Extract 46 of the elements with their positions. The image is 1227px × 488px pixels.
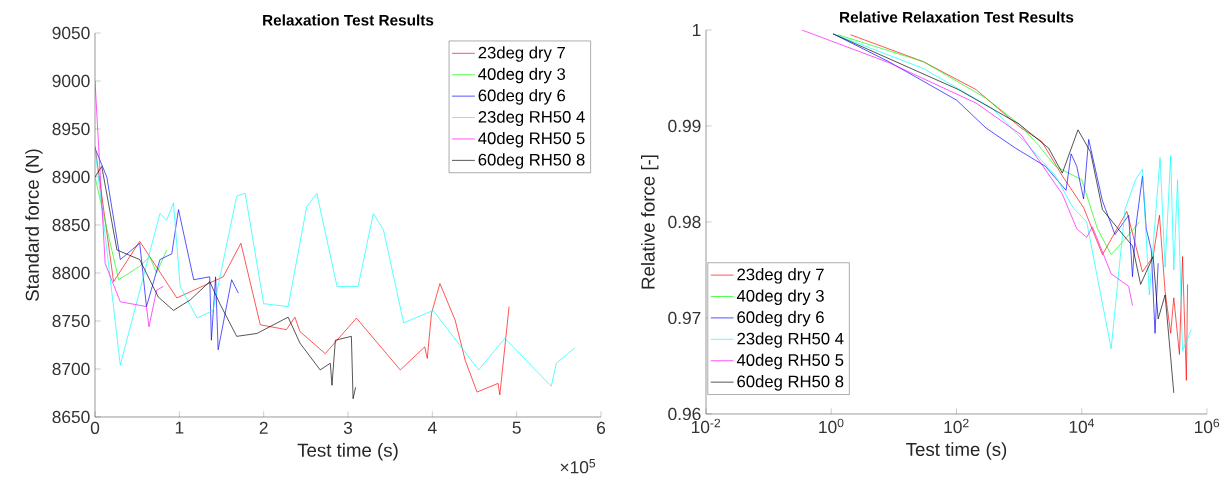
y-tick-label: 8950: [52, 122, 90, 136]
legend-label: 40deg RH50 5: [478, 131, 585, 148]
x-tick-label: 10$^{0}$: [819, 418, 844, 434]
legend-label: 23deg dry 7: [737, 268, 824, 284]
chart-title: Relative Relaxation Test Results: [840, 11, 1074, 23]
legend-label: 60deg dry 6: [478, 89, 566, 105]
x-tick-label: 10$^{6}$: [1194, 418, 1220, 434]
x-axis-title: Test time (s): [906, 442, 1007, 460]
line-series: [95, 147, 239, 351]
chart-title: Relaxation Test Results: [263, 14, 434, 26]
x-tick-label: 2: [259, 421, 268, 434]
y-tick-label: 9050: [52, 26, 90, 40]
legend-label: 60deg RH50 8: [737, 375, 844, 391]
legend-label: 40deg RH50 5: [736, 353, 844, 370]
y-tick-label: 8850: [52, 218, 90, 232]
y-tick-label: 0.98: [668, 215, 701, 229]
x-tick-label: 6: [597, 421, 606, 434]
x-tick-label: 10$^{4}$: [1069, 418, 1095, 434]
text: ×10$^{5}$: [560, 459, 596, 474]
y-tick-label: 0.99: [668, 119, 701, 133]
x-tick-label: 10$^{2}$: [944, 418, 969, 434]
y-tick-label: 8650: [52, 410, 90, 424]
y-tick-label: 8900: [52, 170, 90, 184]
y-tick-label: 0.96: [668, 407, 701, 421]
y-tick-label: 8800: [52, 266, 90, 280]
legend-label: 60deg dry 6: [737, 310, 824, 327]
x-tick-label: 3: [343, 421, 353, 434]
y-tick-label: 0.97: [668, 311, 701, 325]
y-tick-label: 1: [692, 24, 701, 36]
y-tick-label: 8700: [52, 362, 90, 376]
x-tick-label: 4: [427, 421, 437, 434]
y-axis-title: Standard force (N): [25, 149, 43, 301]
line-series: [95, 166, 356, 400]
x-tick-label: 0: [90, 421, 100, 434]
legend-label: 40deg dry 3: [736, 289, 824, 305]
y-tick-label: 8750: [52, 314, 90, 328]
legend-label: 23deg RH50 4: [737, 332, 844, 348]
x-tick-label: 1: [175, 421, 184, 434]
x-tick-label: 5: [512, 421, 521, 434]
legend-label: 23deg dry 7: [478, 46, 565, 62]
legend-label: 60deg RH50 8: [478, 153, 585, 169]
legend-label: 23deg RH50 4: [478, 110, 585, 127]
legend-label: 40deg dry 3: [478, 67, 566, 84]
x-axis-title: Test time (s): [297, 443, 398, 461]
y-tick-label: 9000: [52, 74, 90, 88]
y-axis-title: Relative force [-]: [641, 155, 659, 289]
